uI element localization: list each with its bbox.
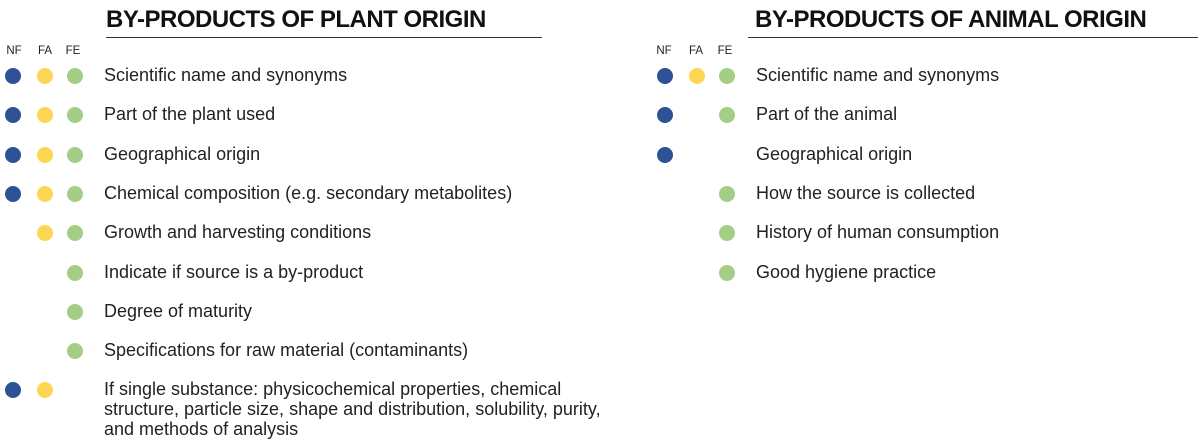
requirement-label: If single substance: physicochemical pro…	[104, 379, 601, 440]
requirement-label: Geographical origin	[756, 143, 913, 164]
requirement-label: History of human consumption	[756, 222, 1000, 243]
fe-indicator-dot	[67, 264, 83, 281]
fe-indicator-dot	[719, 185, 735, 202]
fa-indicator-dot	[37, 146, 53, 163]
nf-indicator-dot	[5, 185, 21, 202]
fe-indicator-dot	[67, 185, 83, 202]
fe-indicator-dot	[67, 343, 83, 360]
requirement-row: Good hygiene practice	[652, 261, 1200, 305]
nf-indicator-dot	[5, 107, 21, 124]
animal-origin-title: BY-PRODUCTS OF ANIMAL ORIGIN	[755, 6, 1147, 33]
nf-indicator-dot	[5, 146, 21, 163]
requirement-label: Geographical origin	[104, 143, 261, 164]
requirement-label: Growth and harvesting conditions	[104, 222, 372, 243]
requirement-row: Part of the animal	[652, 104, 1200, 147]
requirement-label: Part of the plant used	[104, 104, 276, 125]
requirement-label: Good hygiene practice	[756, 261, 937, 282]
fe-indicator-dot	[719, 264, 735, 281]
fe-indicator-dot	[719, 225, 735, 242]
fe-indicator-dot	[67, 68, 83, 84]
requirement-label: How the source is collected	[756, 182, 976, 203]
nf-indicator-dot	[657, 146, 673, 163]
fe-indicator-dot	[67, 146, 83, 163]
fe-indicator-dot	[67, 107, 83, 124]
requirement-label: Degree of maturity	[104, 300, 253, 321]
column-header-fe: FE	[717, 45, 733, 57]
column-header-nf: NF	[656, 45, 672, 57]
fe-indicator-dot	[719, 107, 735, 124]
fa-indicator-dot	[37, 382, 53, 399]
requirement-label: Chemical composition (e.g. secondary met…	[104, 182, 513, 203]
fa-indicator-dot	[689, 68, 705, 84]
column-header-fa: FA	[37, 45, 53, 57]
nf-indicator-dot	[5, 382, 21, 399]
column-header-nf: NF	[6, 45, 22, 57]
fe-indicator-dot	[67, 225, 83, 242]
requirement-row: Degree of maturity	[0, 300, 560, 344]
fa-indicator-dot	[37, 185, 53, 202]
requirement-label: Specifications for raw material (contami…	[104, 340, 469, 361]
nf-indicator-dot	[657, 68, 673, 84]
requirement-label: Scientific name and synonyms	[756, 65, 1000, 85]
fa-indicator-dot	[37, 107, 53, 124]
animal-title-underline	[748, 37, 1198, 38]
requirement-row: History of human consumption	[652, 222, 1200, 265]
requirement-row: Geographical origin	[0, 143, 560, 187]
requirement-row: Specifications for raw material (contami…	[0, 340, 560, 383]
requirement-row: Geographical origin	[652, 143, 1200, 187]
fe-indicator-dot	[719, 68, 735, 84]
requirement-row: Scientific name and synonyms	[652, 65, 1200, 108]
requirement-label: Indicate if source is a by-product	[104, 261, 364, 282]
nf-indicator-dot	[5, 68, 21, 84]
requirement-row: How the source is collected	[652, 182, 1200, 226]
nf-indicator-dot	[657, 107, 673, 124]
requirement-row: Part of the plant used	[0, 104, 560, 147]
fe-indicator-dot	[67, 303, 83, 320]
requirement-label: Part of the animal	[756, 104, 898, 125]
plant-title-underline	[106, 37, 542, 38]
requirement-row: If single substance: physicochemical pro…	[0, 379, 601, 439]
requirement-row: Growth and harvesting conditions	[0, 222, 560, 265]
plant-origin-title: BY-PRODUCTS OF PLANT ORIGIN	[106, 6, 486, 33]
fa-indicator-dot	[37, 68, 53, 84]
requirement-row: Scientific name and synonyms	[0, 65, 560, 108]
column-header-fa: FA	[688, 45, 704, 57]
requirement-row: Chemical composition (e.g. secondary met…	[0, 182, 560, 226]
fa-indicator-dot	[37, 225, 53, 242]
requirement-label: Scientific name and synonyms	[104, 65, 348, 85]
requirement-row: Indicate if source is a by-product	[0, 261, 560, 305]
column-header-fe: FE	[65, 45, 81, 57]
